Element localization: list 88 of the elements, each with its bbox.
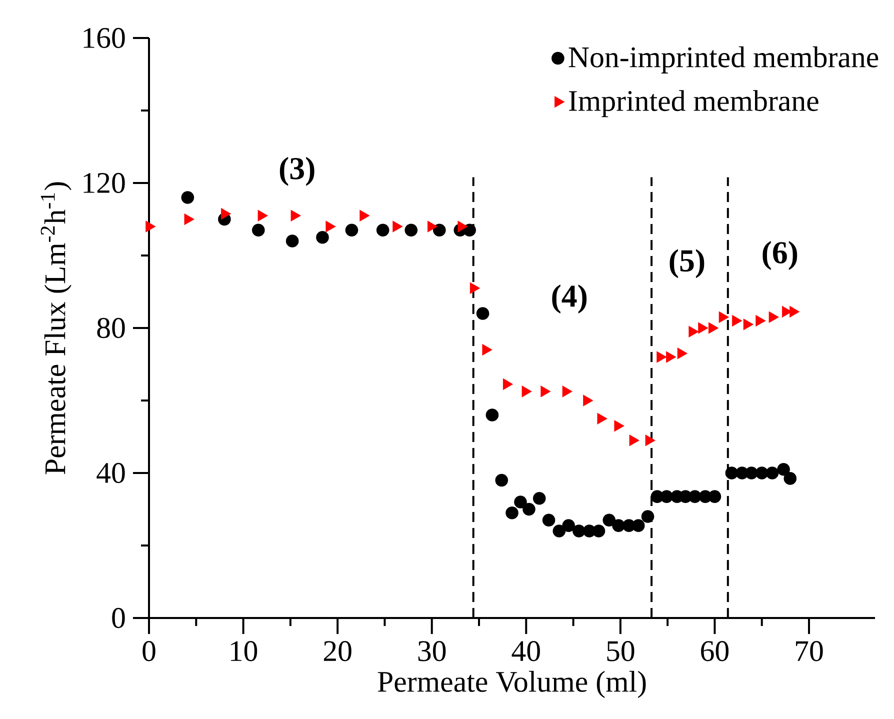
y-axis-title: Permeate Flux (Lm$^{-2}$h$^{-1}$)	[40, 182, 72, 474]
point	[540, 386, 550, 398]
point	[316, 230, 329, 244]
annotation: (4)	[552, 284, 587, 314]
point	[184, 214, 194, 225]
y-tick-label: 0	[112, 608, 125, 628]
legend-label: Imprinted membrane	[569, 90, 818, 118]
point	[326, 220, 336, 232]
point	[602, 514, 616, 527]
point	[562, 386, 572, 398]
point	[677, 348, 688, 359]
point	[768, 312, 779, 323]
point	[708, 490, 722, 503]
point	[486, 408, 499, 422]
point	[688, 490, 702, 503]
point	[482, 344, 492, 356]
point	[592, 524, 606, 538]
point	[514, 496, 527, 508]
point	[732, 315, 742, 326]
point	[345, 224, 358, 237]
point	[495, 474, 508, 487]
point	[252, 224, 265, 237]
x-tick-label: 60	[701, 641, 729, 662]
point	[146, 220, 156, 232]
point	[756, 315, 766, 326]
point	[614, 420, 624, 432]
point	[688, 326, 698, 338]
y-tick-label: 80	[97, 318, 125, 338]
point	[522, 386, 532, 398]
point	[458, 220, 468, 232]
point	[583, 394, 593, 406]
point	[532, 492, 546, 505]
x-axis-title: Permeate Volume (ml)	[378, 670, 646, 698]
point	[542, 514, 556, 527]
point	[221, 208, 231, 220]
point	[552, 524, 566, 538]
point	[597, 413, 608, 424]
x-tick-label: 30	[418, 641, 446, 662]
point	[725, 466, 738, 480]
annotation: (5)	[670, 249, 704, 278]
point	[641, 510, 654, 523]
point	[392, 220, 402, 232]
point	[463, 224, 476, 237]
point	[290, 210, 301, 222]
x-tick-label: 0	[142, 641, 156, 662]
point	[755, 466, 768, 480]
point	[181, 191, 194, 204]
point	[745, 466, 758, 480]
point	[777, 462, 790, 476]
point	[433, 224, 446, 237]
x-tick-label: 40	[512, 641, 540, 662]
point	[428, 220, 438, 232]
point	[743, 318, 754, 330]
point	[404, 224, 418, 237]
point	[612, 519, 625, 532]
point	[666, 351, 676, 363]
point	[376, 224, 390, 237]
point	[258, 210, 268, 222]
y-tick-label: 160	[84, 28, 125, 48]
x-tick-label: 50	[607, 641, 634, 662]
point	[790, 306, 800, 318]
point	[718, 312, 729, 323]
point	[522, 502, 536, 516]
point	[286, 234, 299, 248]
y-tick-label: 40	[96, 462, 125, 484]
point	[562, 519, 575, 532]
legend-label: Non-imprinted membrane	[568, 46, 878, 74]
point	[645, 434, 656, 446]
point	[360, 210, 370, 222]
x-tick-label: 70	[796, 641, 823, 662]
point	[572, 524, 586, 538]
point	[632, 519, 645, 532]
point	[766, 466, 779, 480]
point	[698, 322, 708, 334]
point	[470, 282, 480, 294]
point	[656, 351, 666, 363]
x-tick-label: 10	[230, 641, 258, 662]
point	[784, 472, 797, 485]
y-tick-label: 120	[84, 172, 125, 194]
point	[506, 506, 518, 520]
point	[476, 307, 490, 320]
point	[629, 434, 640, 446]
point	[660, 490, 674, 503]
x-tick-label: 20	[324, 641, 352, 662]
annotation: (6)	[762, 241, 798, 270]
point	[708, 322, 718, 334]
annotation: (3)	[280, 156, 314, 186]
point	[502, 378, 513, 390]
